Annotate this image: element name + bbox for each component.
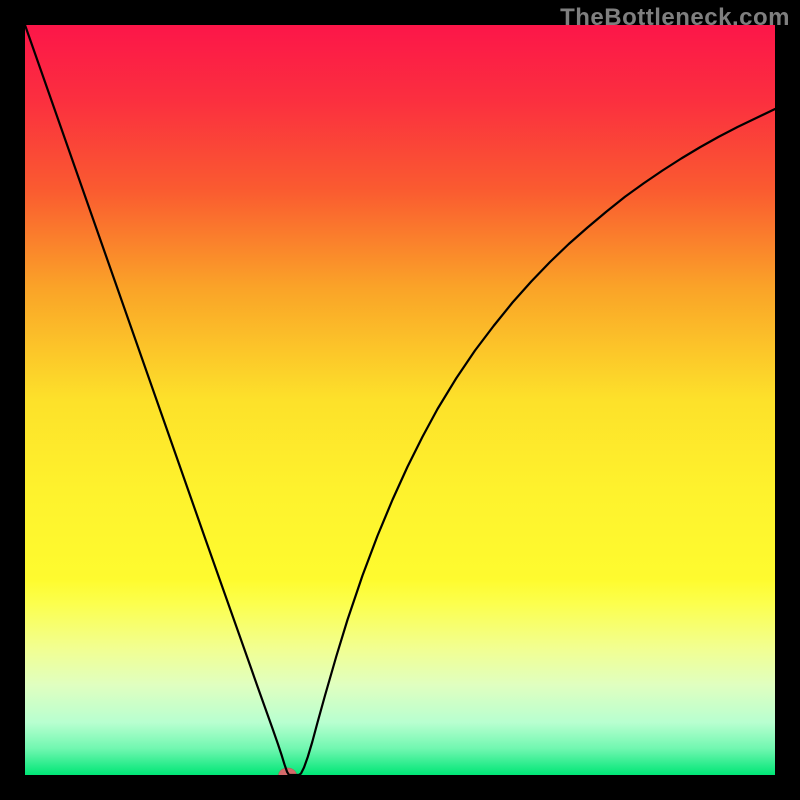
- gradient-background: [25, 25, 775, 775]
- plot-area: [25, 25, 775, 775]
- chart-root: TheBottleneck.com: [0, 0, 800, 800]
- chart-svg: [25, 25, 775, 775]
